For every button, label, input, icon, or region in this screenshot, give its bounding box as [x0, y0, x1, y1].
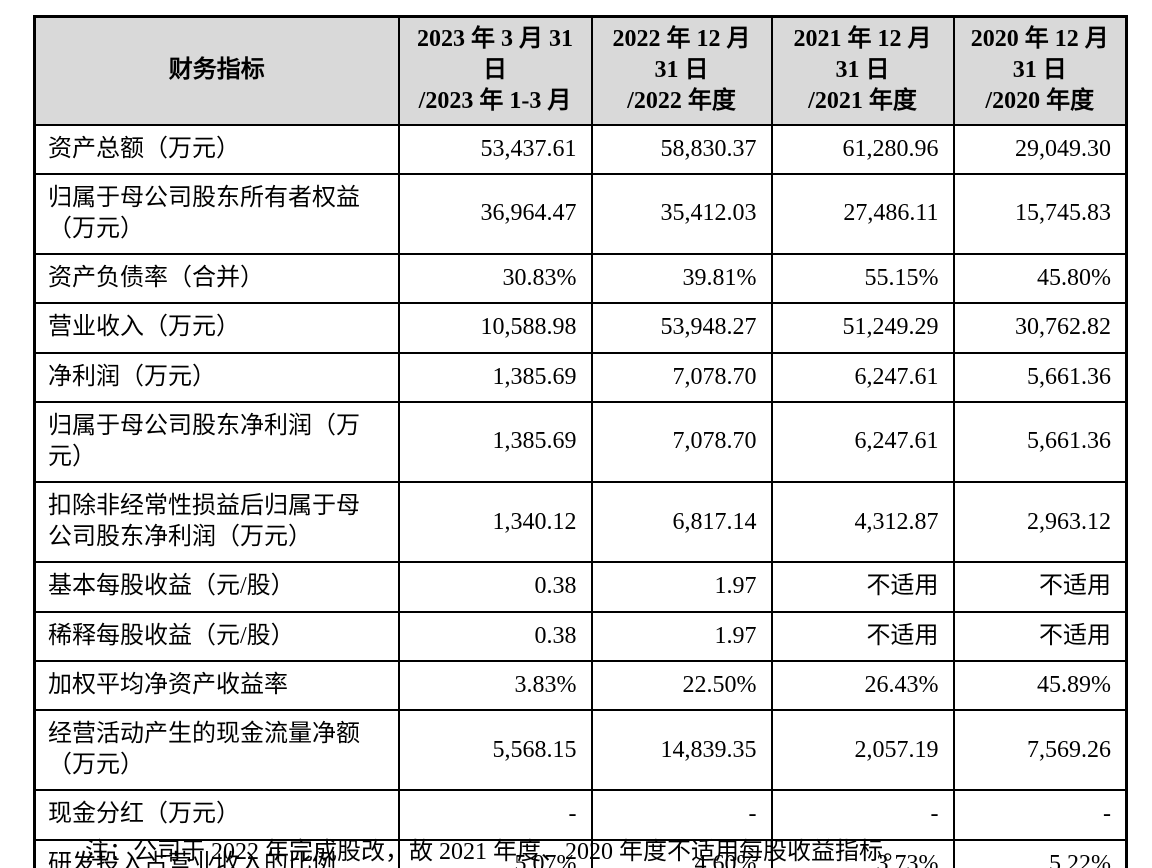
header-period-2023: 2023 年 3 月 31 日 /2023 年 1-3 月 — [397, 15, 593, 126]
cell-value: 不适用 — [770, 610, 955, 662]
cell-value: 4,312.87 — [770, 481, 955, 564]
cell-value: 51,249.29 — [770, 302, 955, 354]
row-label: 经营活动产生的现金流量净额（万元） — [33, 708, 400, 792]
cell-value: 35,412.03 — [590, 172, 773, 256]
cell-value: 36,964.47 — [397, 172, 593, 256]
cell-value: - — [397, 789, 593, 841]
cell-value: 0.38 — [397, 561, 593, 613]
table-row: 加权平均净资产收益率 3.83% 22.50% 26.43% 45.89% — [33, 659, 1128, 712]
cell-value: 不适用 — [952, 610, 1128, 662]
cell-value: - — [952, 789, 1128, 841]
cell-value: 10,588.98 — [397, 302, 593, 354]
cell-value: 29,049.30 — [952, 123, 1128, 175]
cell-value: 5.22% — [952, 838, 1128, 868]
cell-value: 5,568.15 — [397, 708, 593, 792]
table-row: 经营活动产生的现金流量净额（万元） 5,568.15 14,839.35 2,0… — [33, 708, 1128, 792]
row-label: 归属于母公司股东所有者权益（万元） — [33, 172, 400, 256]
cell-value: 53,437.61 — [397, 123, 593, 175]
cell-value: 1.97 — [590, 610, 773, 662]
cell-value: 4.60% — [590, 838, 773, 868]
cell-value: 53,948.27 — [590, 302, 773, 354]
row-label: 扣除非经常性损益后归属于母公司股东净利润（万元） — [33, 481, 400, 564]
cell-value: 15,745.83 — [952, 172, 1128, 256]
table-row: 研发投入占营业收入的比例 5.07% 4.60% 3.73% 5.22% — [33, 838, 1128, 868]
row-label: 加权平均净资产收益率 — [33, 659, 400, 712]
cell-value: 不适用 — [770, 561, 955, 613]
cell-value: 27,486.11 — [770, 172, 955, 256]
table-row: 稀释每股收益（元/股） 0.38 1.97 不适用 不适用 — [33, 610, 1128, 662]
cell-value: 45.80% — [952, 253, 1128, 305]
cell-value: 5,661.36 — [952, 351, 1128, 403]
cell-value: - — [770, 789, 955, 841]
cell-value: - — [590, 789, 773, 841]
row-label: 基本每股收益（元/股） — [33, 561, 400, 613]
cell-value: 3.73% — [770, 838, 955, 868]
cell-value: 26.43% — [770, 659, 955, 712]
cell-value: 55.15% — [770, 253, 955, 305]
table-row: 净利润（万元） 1,385.69 7,078.70 6,247.61 5,661… — [33, 351, 1128, 403]
cell-value: 1,340.12 — [397, 481, 593, 564]
financial-indicators-table: 财务指标 2023 年 3 月 31 日 /2023 年 1-3 月 2022 … — [33, 15, 1128, 868]
row-label: 净利润（万元） — [33, 351, 400, 403]
cell-value: 0.38 — [397, 610, 593, 662]
table-row: 营业收入（万元） 10,588.98 53,948.27 51,249.29 3… — [33, 302, 1128, 354]
cell-value: 2,057.19 — [770, 708, 955, 792]
cell-value: 2,963.12 — [952, 481, 1128, 564]
header-indicator: 财务指标 — [33, 15, 400, 126]
table-row: 基本每股收益（元/股） 0.38 1.97 不适用 不适用 — [33, 561, 1128, 613]
row-label: 资产负债率（合并） — [33, 253, 400, 305]
row-label: 营业收入（万元） — [33, 302, 400, 354]
table-row: 归属于母公司股东净利润（万元） 1,385.69 7,078.70 6,247.… — [33, 400, 1128, 484]
header-period-2022: 2022 年 12 月 31 日 /2022 年度 — [590, 15, 773, 126]
table-row: 资产负债率（合并） 30.83% 39.81% 55.15% 45.80% — [33, 253, 1128, 305]
cell-value: 3.83% — [397, 659, 593, 712]
cell-value: 22.50% — [590, 659, 773, 712]
cell-value: 1,385.69 — [397, 400, 593, 484]
cell-value: 7,569.26 — [952, 708, 1128, 792]
header-period-2020: 2020 年 12 月 31 日 /2020 年度 — [952, 15, 1128, 126]
header-period-2021: 2021 年 12 月 31 日 /2021 年度 — [770, 15, 955, 126]
cell-value: 30,762.82 — [952, 302, 1128, 354]
table-note: 注：公司于 2022 年完成股改，故 2021 年度、2020 年度不适用每股收… — [85, 839, 907, 865]
cell-value: 1.97 — [590, 561, 773, 613]
cell-value: 5.07% — [397, 838, 593, 868]
cell-value: 61,280.96 — [770, 123, 955, 175]
cell-value: 45.89% — [952, 659, 1128, 712]
table-header-row: 财务指标 2023 年 3 月 31 日 /2023 年 1-3 月 2022 … — [33, 15, 1128, 126]
cell-value: 58,830.37 — [590, 123, 773, 175]
cell-value: 7,078.70 — [590, 400, 773, 484]
cell-value: 7,078.70 — [590, 351, 773, 403]
row-label: 资产总额（万元） — [33, 123, 400, 175]
cell-value: 14,839.35 — [590, 708, 773, 792]
row-label: 稀释每股收益（元/股） — [33, 610, 400, 662]
cell-value: 39.81% — [590, 253, 773, 305]
row-label: 现金分红（万元） — [33, 789, 400, 841]
table-row: 扣除非经常性损益后归属于母公司股东净利润（万元） 1,340.12 6,817.… — [33, 481, 1128, 564]
cell-value: 6,247.61 — [770, 400, 955, 484]
cell-value: 6,247.61 — [770, 351, 955, 403]
table-row: 资产总额（万元） 53,437.61 58,830.37 61,280.96 2… — [33, 123, 1128, 175]
cell-value: 不适用 — [952, 561, 1128, 613]
table-row: 归属于母公司股东所有者权益（万元） 36,964.47 35,412.03 27… — [33, 172, 1128, 256]
row-label: 归属于母公司股东净利润（万元） — [33, 400, 400, 484]
row-label: 研发投入占营业收入的比例 — [33, 838, 400, 868]
table-row: 现金分红（万元） - - - - — [33, 789, 1128, 841]
cell-value: 5,661.36 — [952, 400, 1128, 484]
cell-value: 1,385.69 — [397, 351, 593, 403]
cell-value: 30.83% — [397, 253, 593, 305]
cell-value: 6,817.14 — [590, 481, 773, 564]
